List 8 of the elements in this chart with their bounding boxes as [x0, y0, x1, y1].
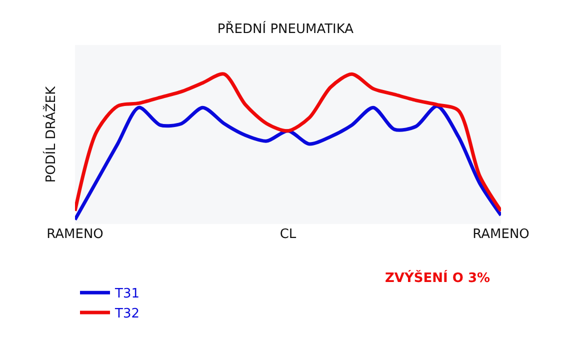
legend-label: T32 [114, 306, 140, 322]
x-tick-label: CL [280, 227, 297, 242]
chart-title: PŘEDNÍ PNEUMATIKA [217, 20, 354, 37]
x-tick-label: RAMENO [46, 227, 104, 242]
x-tick-label: RAMENO [472, 227, 530, 242]
text: ZVÝŠENÍ O 3% [385, 269, 490, 286]
y-axis-title: PODÍL DRÁŽEK [42, 86, 59, 183]
legend-label: T31 [114, 286, 140, 302]
